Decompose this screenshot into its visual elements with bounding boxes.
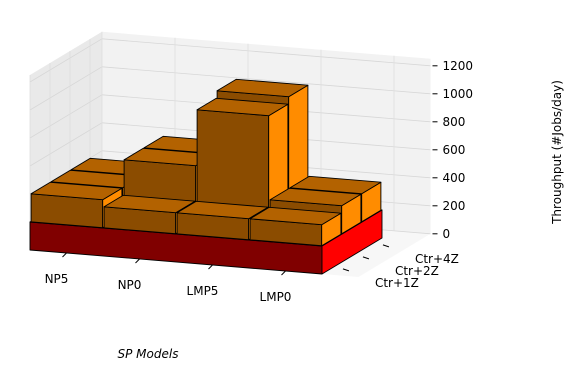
z-axis-label: Throughput (#Jobs/day) bbox=[550, 80, 564, 225]
x-tick-label: LMP5 bbox=[187, 284, 219, 298]
bar-lmp5-ctr2z bbox=[196, 97, 289, 229]
x-tick bbox=[281, 270, 286, 276]
bar-top-face bbox=[103, 194, 196, 214]
z-tick-label: 1200 bbox=[443, 59, 474, 73]
x-tick-label: LMP0 bbox=[260, 290, 292, 304]
x-tick bbox=[135, 258, 140, 264]
grid-line bbox=[101, 66, 431, 95]
x-tick-label: NP5 bbox=[45, 272, 69, 286]
bar-top-face bbox=[196, 97, 289, 117]
bar-top-face bbox=[249, 206, 342, 226]
bar-top-face bbox=[269, 187, 362, 207]
bars-layer bbox=[29, 78, 383, 275]
y-tick-label: Ctr+4Z bbox=[415, 252, 459, 266]
z-tick-label: 1000 bbox=[443, 87, 474, 101]
bar-lmp0-ctr1z bbox=[249, 206, 342, 247]
x-tick bbox=[208, 264, 213, 270]
y-tick bbox=[382, 244, 390, 248]
y-tick-label: Ctr+1Z bbox=[375, 276, 419, 290]
bar-np5-ctr1z bbox=[30, 181, 123, 229]
bar-top-face bbox=[289, 175, 382, 195]
bar-top-face bbox=[176, 200, 269, 220]
y-tick bbox=[362, 256, 370, 260]
bar-top-face bbox=[30, 181, 123, 201]
bar-top-face bbox=[216, 78, 309, 98]
x-tick-label: NP0 bbox=[118, 278, 142, 292]
z-tick-label: 400 bbox=[443, 171, 466, 185]
grid-line bbox=[101, 38, 431, 67]
y-tick bbox=[342, 268, 350, 272]
z-tick-label: 0 bbox=[443, 227, 451, 241]
x-axis-label: SP Models bbox=[118, 347, 179, 361]
x-tick bbox=[62, 252, 67, 258]
y-tick-label: Ctr+2Z bbox=[395, 264, 439, 278]
z-tick-label: 600 bbox=[443, 143, 466, 157]
z-tick-label: 200 bbox=[443, 199, 466, 213]
z-tick-label: 800 bbox=[443, 115, 466, 129]
